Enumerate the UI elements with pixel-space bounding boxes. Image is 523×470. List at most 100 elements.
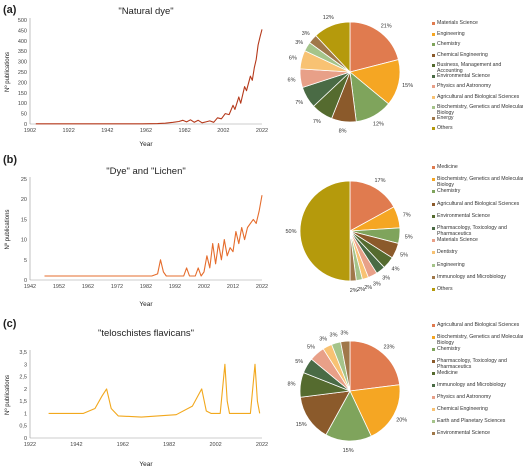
x-tick-label: 1942 (24, 284, 36, 290)
legend-swatch (432, 288, 435, 291)
y-tick-label: 0 (24, 122, 27, 128)
y-tick-label: 1 (24, 411, 27, 417)
legend-swatch (432, 420, 435, 423)
pie-data-label: 7% (295, 100, 303, 106)
legend-swatch (432, 178, 435, 182)
legend-item: Pharmacology, Toxicology and Pharmaceuti… (432, 358, 523, 370)
y-tick-label: 300 (18, 60, 27, 66)
legend-label: Biochemistry, Genetics and Molecular Bio… (437, 176, 523, 189)
legend-swatch (432, 348, 435, 351)
y-tick-label: 250 (18, 70, 27, 76)
pie-slice (349, 384, 401, 437)
legend-swatch (432, 239, 435, 243)
x-tick-label: 1992 (169, 284, 181, 290)
legend-swatch (432, 22, 435, 25)
legend-swatch (432, 214, 435, 218)
pie-data-label: 8% (339, 129, 347, 135)
legend-label: Chemistry (437, 188, 461, 195)
legend-label: Agricultural and Biological Sciences (437, 93, 520, 100)
legend-item: Earth and Planetary Sciences (432, 418, 523, 424)
x-tick-label: 1922 (63, 128, 75, 134)
legend-swatch (432, 251, 435, 255)
x-tick-label: 1972 (111, 284, 123, 290)
legend-swatch (432, 227, 435, 230)
x-tick-label: 1922 (24, 442, 36, 448)
legend-label: Biochemistry, Genetics and Molecular Bio… (437, 334, 523, 347)
legend-item: Business, Management and Accounting (432, 62, 523, 74)
x-tick-label: 1942 (70, 442, 82, 448)
y-tick-label: 0,5 (19, 424, 27, 430)
line-chart-teloschistes: "teloschistes flavicans" 0 0,5 1 1,5 2 2,5 3 3,5… (4, 328, 268, 468)
pie-data-label: 5% (295, 359, 303, 365)
legend-label: Environmental Science (437, 212, 491, 219)
legend-swatch (432, 263, 435, 267)
legend-swatch (432, 372, 435, 375)
legend-item: Immunology and Microbiology (432, 274, 523, 280)
legend-label: Engineering (437, 30, 465, 37)
legend-item: Agricultural and Biological Sciences (432, 94, 523, 100)
legend-swatch (432, 384, 435, 387)
y-tick-label: 350 (18, 49, 27, 55)
legend-swatch (432, 64, 435, 67)
y-tick-label: 2,5 (19, 375, 27, 381)
panel-label: (b) (3, 154, 18, 166)
pie-data-label: 6% (289, 55, 297, 61)
x-tick-label: 1962 (117, 442, 129, 448)
pie-slice (315, 21, 351, 74)
y-tick-label: 400 (18, 39, 27, 45)
legend-item: Pharmacology, Toxicology and Pharmaceuti… (432, 225, 523, 237)
legend-label: Earth and Planetary Sciences (437, 418, 506, 424)
series-line (48, 363, 261, 418)
x-tick-label: 2002 (198, 284, 210, 290)
pie-data-label: 15% (296, 422, 307, 428)
pie-slice (349, 340, 401, 392)
legend-item: Dentistry (432, 249, 523, 255)
legend-label: Immunology and Microbiology (437, 273, 506, 280)
legend-label: Business, Management and Accounting (437, 62, 502, 75)
legend-swatch (432, 202, 435, 206)
y-tick-label: 20 (21, 197, 27, 203)
legend-label: Materials Science (437, 20, 478, 26)
legend-item: Chemistry (432, 41, 523, 47)
pie-chart-teloschistes: 23%20%15%15%8%5%5%3%3% 3% (288, 330, 408, 454)
pie-data-label: 3% (382, 276, 390, 282)
legend-swatch (432, 408, 435, 411)
pie-data-label: 5% (307, 345, 315, 351)
y-tick-label: 150 (18, 91, 27, 97)
panel-c: (c) "teloschistes flavicans" 0 0,5 1 1,5 2 2,5… (0, 312, 523, 470)
series-line (44, 195, 263, 277)
legend-item: Physics and Astronomy (432, 83, 523, 89)
legend-swatch (432, 116, 435, 120)
chart-title: "Dye" and "Lichen" (106, 166, 186, 177)
x-tick-label: 1982 (140, 284, 152, 290)
legend-item: Environmental Science (432, 430, 523, 436)
pie-data-label: 7% (313, 119, 321, 125)
x-tick-label: 1982 (163, 442, 175, 448)
pie-chart-dye-lichen: 17%7%5%5%4%3%3%2%2%2%50% (285, 178, 413, 294)
pie-data-label: 8% (288, 382, 296, 388)
legend-swatch (432, 53, 435, 57)
legend-swatch (432, 106, 435, 109)
legend-label: Immunology and Microbiology (437, 382, 506, 388)
legend-item: Chemical Engineering (432, 406, 523, 412)
pie-data-label: 5% (405, 235, 413, 241)
pie-data-label: 5% (400, 252, 408, 258)
pie-data-label: 3% (340, 330, 348, 336)
legend-swatch (432, 127, 435, 130)
legend-swatch (432, 95, 435, 99)
y-tick-label: 2 (24, 387, 27, 393)
panel-b: (b) "Dye" and "Lichen" 0 5 10 15 20 25 1942 1952… (0, 152, 523, 310)
legend-swatch (432, 74, 435, 78)
x-tick-label: 2012 (227, 284, 239, 290)
legend-label: Chemistry (437, 346, 461, 352)
y-tick-label: 50 (21, 112, 27, 118)
x-tick-label: 1902 (24, 128, 36, 134)
pie-data-label: 3% (295, 40, 303, 46)
y-tick-label: 0 (24, 436, 27, 442)
legend-label: Biochemistry, Genetics and Molecular Bio… (437, 104, 523, 117)
legend-label: Dentistry (437, 249, 458, 256)
pie-data-label: 2% (357, 287, 365, 293)
legend-label: Pharmacology, Toxicology and Pharmaceuti… (437, 358, 507, 371)
y-tick-label: 3,5 (19, 350, 27, 356)
y-axis-label: Nº publications (4, 375, 11, 415)
